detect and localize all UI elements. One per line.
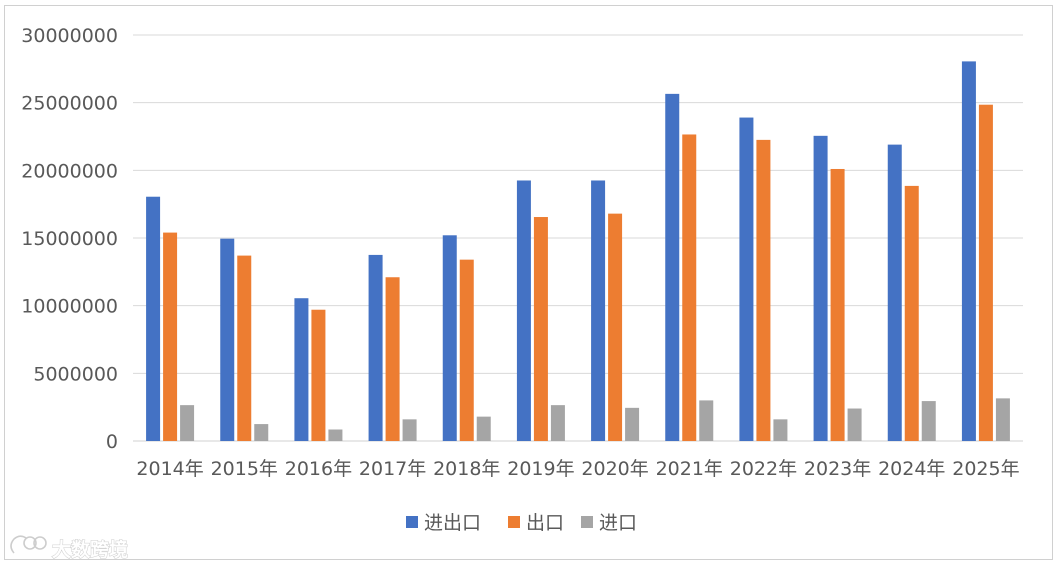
watermark-logo: [10, 535, 47, 554]
watermark: 大数跨境: [10, 535, 129, 562]
bar: [830, 168, 845, 442]
bar: [995, 398, 1010, 441]
bar: [550, 405, 565, 441]
legend: 进出口 出口 进口: [406, 512, 637, 534]
x-tick-label: 2023年: [804, 458, 871, 480]
y-tick-label: 0: [106, 431, 118, 453]
y-tick-label: 30000000: [21, 25, 118, 47]
bar: [699, 400, 714, 441]
y-axis-ticks: 0 5000000 10000000 15000000 20000000 25000000…: [21, 25, 118, 453]
bar: [163, 232, 178, 441]
bar: [385, 277, 400, 441]
bars: [146, 61, 1010, 442]
y-tick-label: 5000000: [33, 363, 118, 385]
watermark-text: 大数跨境: [52, 538, 128, 561]
y-tick-label: 20000000: [21, 160, 118, 182]
bar: [146, 196, 161, 441]
bar: [459, 259, 474, 441]
bar: [402, 419, 417, 441]
x-tick-label: 2015年: [211, 458, 278, 480]
bar: [237, 255, 252, 441]
bar: [756, 139, 771, 441]
x-tick-label: 2025年: [952, 458, 1019, 480]
x-tick-label: 2024年: [878, 458, 945, 480]
bar: [591, 180, 606, 441]
bar: [476, 416, 491, 441]
x-tick-label: 2017年: [359, 458, 426, 480]
bar: [921, 401, 936, 441]
x-tick-label: 2020年: [581, 458, 648, 480]
x-tick-label: 2019年: [507, 458, 574, 480]
bar: [608, 213, 623, 441]
legend-swatch: [581, 516, 593, 528]
y-tick-label: 10000000: [21, 296, 118, 318]
legend-label: 进出口: [424, 512, 481, 534]
bar: [813, 135, 828, 441]
bar: [311, 309, 326, 441]
bar: [220, 238, 235, 441]
legend-label: 出口: [526, 512, 564, 534]
bar: [887, 144, 902, 441]
legend-swatch: [406, 516, 418, 528]
bar: [961, 61, 976, 441]
bar: [442, 235, 457, 441]
x-axis-ticks: 2014年 2015年 2016年 2017年 2018年 2019年 2020年 2021年…: [136, 458, 1019, 480]
y-tick-label: 15000000: [21, 228, 118, 250]
bar: [294, 298, 309, 441]
gridlines: [133, 34, 1023, 442]
bar: [682, 134, 697, 441]
bar: [739, 117, 754, 441]
legend-swatch: [508, 516, 520, 528]
bar: [665, 93, 680, 442]
x-tick-label: 2021年: [656, 458, 723, 480]
bar: [978, 104, 993, 442]
x-tick-label: 2014年: [136, 458, 203, 480]
bar: [368, 254, 383, 441]
bar: [773, 419, 788, 441]
bar: [180, 405, 195, 441]
bar: [847, 408, 862, 441]
bar: [254, 424, 269, 441]
y-tick-label: 25000000: [21, 93, 118, 115]
bar: [533, 217, 548, 441]
bar: [904, 185, 919, 441]
bar: [625, 407, 640, 441]
bar: [328, 429, 343, 441]
x-tick-label: 2016年: [285, 458, 352, 480]
x-tick-label: 2022年: [730, 458, 797, 480]
bar: [516, 180, 531, 441]
x-tick-label: 2018年: [433, 458, 500, 480]
legend-label: 进口: [599, 512, 637, 534]
